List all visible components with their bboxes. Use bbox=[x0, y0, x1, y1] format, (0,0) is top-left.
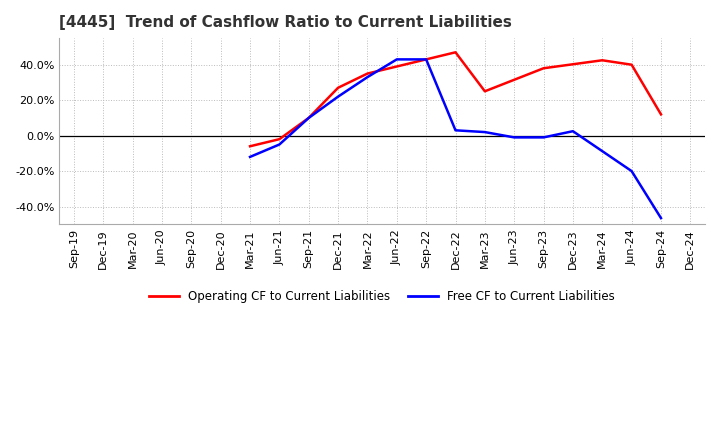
Text: [4445]  Trend of Cashflow Ratio to Current Liabilities: [4445] Trend of Cashflow Ratio to Curren… bbox=[59, 15, 512, 30]
Legend: Operating CF to Current Liabilities, Free CF to Current Liabilities: Operating CF to Current Liabilities, Fre… bbox=[145, 285, 620, 308]
